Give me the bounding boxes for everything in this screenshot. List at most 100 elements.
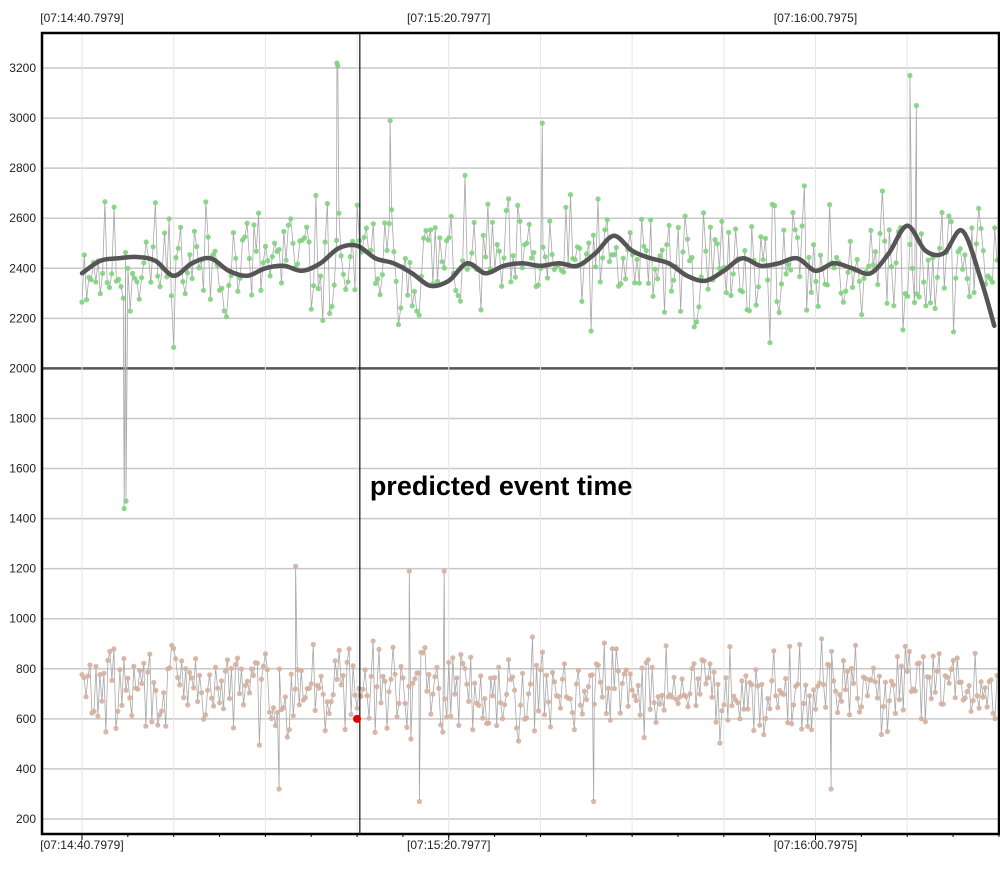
lower-raw-point <box>647 706 653 713</box>
lower-raw-point <box>404 724 410 731</box>
upper-raw-point <box>611 252 617 258</box>
upper-raw-point <box>336 210 342 216</box>
lower-raw-point <box>378 700 384 706</box>
upper-raw-point <box>432 225 438 231</box>
lower-raw-point <box>344 659 350 665</box>
lower-raw-point <box>450 655 456 661</box>
upper-raw-point <box>627 230 633 236</box>
lower-raw-point <box>876 673 883 679</box>
upper-raw-point <box>719 218 725 224</box>
upper-raw-point <box>141 260 147 266</box>
lower-raw-point <box>641 735 647 741</box>
lower-raw-point <box>725 717 731 723</box>
lower-raw-point <box>402 700 408 707</box>
lower-raw-point <box>342 726 348 733</box>
upper-raw-point <box>531 249 537 256</box>
upper-raw-point <box>547 218 553 224</box>
lower-raw-point <box>864 693 871 699</box>
upper-raw-point <box>893 260 899 266</box>
lower-raw-point <box>462 665 468 671</box>
lower-raw-point <box>828 786 834 792</box>
lower-raw-point <box>500 716 506 722</box>
upper-raw-point <box>602 227 608 233</box>
upper-raw-point <box>815 303 821 309</box>
lower-raw-point <box>573 681 580 687</box>
upper-raw-point <box>196 265 202 271</box>
lower-raw-point <box>954 655 960 661</box>
lower-raw-point <box>581 688 588 694</box>
lower-raw-point <box>711 669 717 675</box>
lower-raw-point <box>567 696 574 702</box>
lower-raw-point <box>679 676 685 682</box>
lower-raw-point <box>292 686 298 692</box>
upper-raw-point <box>386 221 392 227</box>
lower-raw-point <box>408 736 414 742</box>
lower-raw-point <box>990 710 996 716</box>
upper-raw-point <box>840 299 847 305</box>
lower-raw-point <box>209 695 215 701</box>
lower-raw-point <box>175 674 181 681</box>
lower-raw-point <box>671 674 677 680</box>
lower-raw-point <box>709 694 715 700</box>
lower-raw-point <box>470 727 476 733</box>
upper-raw-point <box>446 235 452 241</box>
lower-raw-point <box>621 671 627 677</box>
lower-raw-point <box>651 700 657 706</box>
upper-raw-point <box>588 328 594 334</box>
upper-raw-point <box>680 249 686 255</box>
upper-raw-point <box>402 255 408 262</box>
upper-raw-point <box>939 209 945 216</box>
upper-raw-point <box>671 277 677 283</box>
upper-raw-point <box>327 310 333 316</box>
lower-raw-point <box>436 685 442 692</box>
y-tick-label: 600 <box>16 712 36 726</box>
lower-raw-point <box>900 707 906 713</box>
upper-raw-point <box>503 207 509 214</box>
lower-raw-point <box>135 686 141 692</box>
upper-raw-point <box>148 279 154 285</box>
lower-raw-point <box>868 677 875 683</box>
lower-raw-point <box>244 678 251 684</box>
lower-raw-point <box>426 671 432 678</box>
lower-raw-point <box>966 683 972 689</box>
lower-raw-point <box>551 679 558 685</box>
lower-raw-point <box>187 669 193 676</box>
lower-raw-point <box>406 568 412 574</box>
lower-raw-point <box>111 646 117 652</box>
upper-raw-point <box>288 216 294 222</box>
upper-raw-point <box>528 255 535 261</box>
lower-raw-point <box>157 712 163 718</box>
x-tick-label-bottom: [07:14:40.7979] <box>40 838 123 852</box>
lower-raw-point <box>288 671 294 677</box>
lower-raw-point <box>687 691 693 697</box>
lower-raw-point <box>286 727 292 733</box>
lower-raw-point <box>488 675 494 681</box>
lower-raw-point <box>516 738 522 744</box>
upper-raw-point <box>799 223 805 229</box>
lower-raw-point <box>448 713 454 720</box>
lower-raw-point <box>916 660 922 666</box>
upper-raw-point <box>843 288 849 294</box>
upper-raw-point <box>946 213 952 219</box>
upper-raw-point <box>260 260 266 266</box>
upper-raw-point <box>207 296 213 302</box>
lower-raw-point <box>480 715 486 721</box>
lower-raw-point <box>161 690 167 696</box>
lower-raw-point <box>179 658 185 664</box>
lower-raw-point <box>639 665 645 671</box>
lower-raw-point <box>215 685 221 691</box>
upper-raw-point <box>363 225 369 231</box>
lower-raw-point <box>99 698 105 704</box>
lower-raw-point <box>173 656 179 662</box>
lower-raw-point <box>805 723 811 729</box>
upper-raw-point <box>698 274 704 280</box>
upper-raw-point <box>817 252 824 258</box>
lower-raw-point <box>605 685 611 692</box>
upper-raw-point <box>104 280 110 286</box>
lower-raw-point <box>293 563 299 569</box>
lower-raw-point <box>763 715 769 722</box>
upper-raw-point <box>641 243 647 249</box>
upper-raw-point <box>567 192 574 198</box>
upper-raw-point <box>868 227 874 233</box>
lower-raw-point <box>97 672 103 678</box>
